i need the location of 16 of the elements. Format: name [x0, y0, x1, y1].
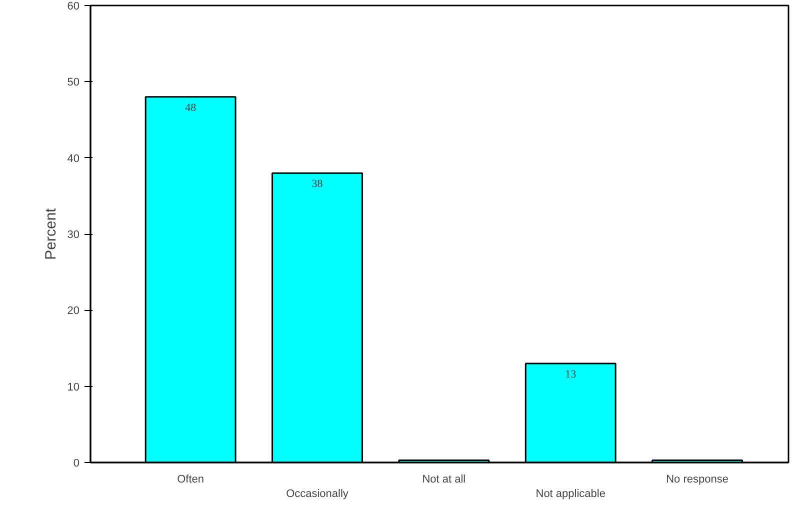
y-tick-label: 50 — [67, 76, 80, 89]
x-tick-label: Occasionally — [286, 488, 349, 500]
y-axis-title: Percent — [42, 207, 60, 260]
data-label: 38 — [312, 178, 324, 190]
x-tick-label: Not at all — [422, 474, 466, 486]
data-label: 48 — [185, 102, 197, 114]
data-label: 13 — [565, 368, 577, 380]
x-tick-label: No response — [666, 474, 728, 486]
x-tick-label: Often — [177, 474, 204, 486]
y-tick-label: 20 — [67, 305, 80, 318]
y-tick-label: 60 — [67, 0, 80, 12]
y-tick-label: 40 — [67, 152, 80, 165]
y-tick-label: 10 — [67, 381, 80, 394]
x-tick-label: Not applicable — [536, 488, 606, 500]
y-tick-label: 30 — [67, 229, 80, 241]
y-tick-label: 0 — [73, 458, 80, 470]
